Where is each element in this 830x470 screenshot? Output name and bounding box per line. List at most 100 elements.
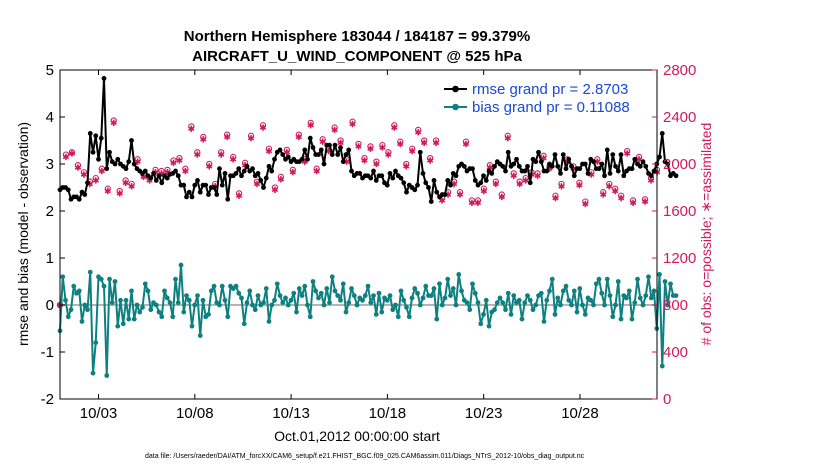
bias-point — [516, 297, 522, 303]
rmse-point — [615, 168, 621, 174]
bias-point — [261, 300, 266, 306]
bias-point — [522, 300, 528, 306]
bias-point — [580, 302, 585, 308]
x-axis-label: Oct.01,2012 00:00:00 start — [274, 428, 440, 444]
bias-point — [186, 297, 192, 303]
bias-point — [492, 307, 497, 313]
rmse-point — [659, 131, 665, 136]
bias-point — [547, 288, 552, 294]
bias-point — [673, 293, 679, 298]
obs-assimilated-marker — [516, 180, 523, 188]
bias-point — [90, 370, 96, 376]
bias-point — [354, 302, 360, 308]
y-axis-left-label: rmse and bias (model - observation) — [15, 122, 31, 346]
rmse-point — [629, 166, 635, 172]
bias-point — [318, 290, 324, 296]
bias-point — [175, 300, 181, 306]
y-axis-right: 0 400 800 1200 1600 2000 2400 2800 — [652, 62, 696, 408]
rmse-point — [206, 192, 211, 197]
obs-assimilated-marker — [337, 139, 344, 147]
bias-point — [349, 286, 354, 291]
obs-assimilated-marker — [313, 167, 320, 175]
bias-point — [519, 316, 525, 322]
obs-assimilated-marker — [558, 183, 565, 190]
obs-assimilated-marker — [68, 150, 76, 157]
y-right-tick-label: 2400 — [663, 109, 696, 126]
rmse-point — [461, 163, 467, 169]
obs-assimilated-marker — [618, 194, 625, 202]
rmse-point — [390, 175, 396, 181]
bias-point — [434, 316, 440, 322]
rmse-point — [87, 131, 93, 136]
rmse-point — [307, 135, 313, 141]
rmse-point — [159, 180, 165, 186]
obs-assimilated-marker — [540, 154, 547, 162]
bias-point — [222, 297, 228, 303]
rmse-point — [503, 168, 508, 174]
bias-point — [189, 323, 195, 329]
obs-assimilated-marker — [289, 169, 297, 176]
y-left-tick-label: 3 — [46, 156, 54, 173]
obs-assimilated-marker — [379, 144, 386, 151]
bias-point — [332, 288, 338, 294]
rmse-point — [566, 156, 572, 162]
rmse-point — [613, 163, 618, 169]
rmse-point — [412, 187, 418, 193]
y-right-tick-label: 0 — [663, 391, 671, 408]
bias-point — [558, 302, 563, 308]
bias-point — [376, 290, 382, 296]
bias-point — [596, 276, 602, 282]
bias-point — [637, 295, 643, 301]
obs-assimilated-marker — [426, 157, 434, 164]
bias-point — [280, 300, 286, 306]
rmse-point — [338, 145, 343, 150]
bias-point — [329, 274, 335, 280]
rmse-point — [571, 173, 577, 179]
rmse-point — [261, 185, 266, 190]
plot-frame — [59, 69, 658, 400]
obs-assimilated-marker — [474, 199, 482, 206]
bias-point — [604, 276, 610, 282]
rmse-point — [305, 156, 310, 162]
obs-assimilated-marker — [259, 124, 267, 131]
rmse-point — [417, 149, 423, 155]
rmse-point — [651, 168, 657, 174]
obs-assimilated-marker — [110, 119, 117, 127]
bias-point — [651, 288, 657, 294]
bias-point — [197, 333, 203, 338]
bias-point — [478, 321, 484, 327]
bias-point — [613, 302, 618, 308]
obs-assimilated-marker — [247, 134, 255, 142]
bias-point — [552, 312, 558, 317]
bias-point — [338, 297, 343, 303]
obs-assimilated-marker — [122, 179, 129, 186]
bias-point — [503, 307, 508, 313]
bias-point — [481, 312, 486, 317]
bias-point — [285, 302, 291, 308]
bias-point — [527, 297, 533, 303]
rmse-point — [98, 135, 104, 141]
bias-point — [162, 288, 167, 294]
bias-point — [217, 302, 222, 308]
rmse-point — [343, 152, 349, 158]
bias-point — [662, 279, 668, 284]
bias-point — [599, 290, 605, 296]
obs-assimilated-marker — [200, 136, 207, 143]
rmse-point — [492, 163, 497, 169]
bias-point — [156, 309, 162, 315]
bias-point — [340, 281, 346, 287]
rmse-point — [332, 142, 338, 148]
obs-assimilated-marker — [265, 147, 273, 155]
rmse-point — [368, 175, 374, 181]
bias-point — [668, 281, 673, 287]
bias-point — [118, 297, 123, 303]
bias-point — [588, 297, 594, 303]
bias-point — [76, 288, 82, 294]
bias-point — [123, 297, 129, 303]
rmse-point — [82, 192, 88, 197]
obs-assimilated-marker — [331, 126, 338, 134]
bias-point — [219, 283, 225, 289]
bias-point — [233, 283, 239, 289]
rmse-point — [173, 168, 178, 174]
